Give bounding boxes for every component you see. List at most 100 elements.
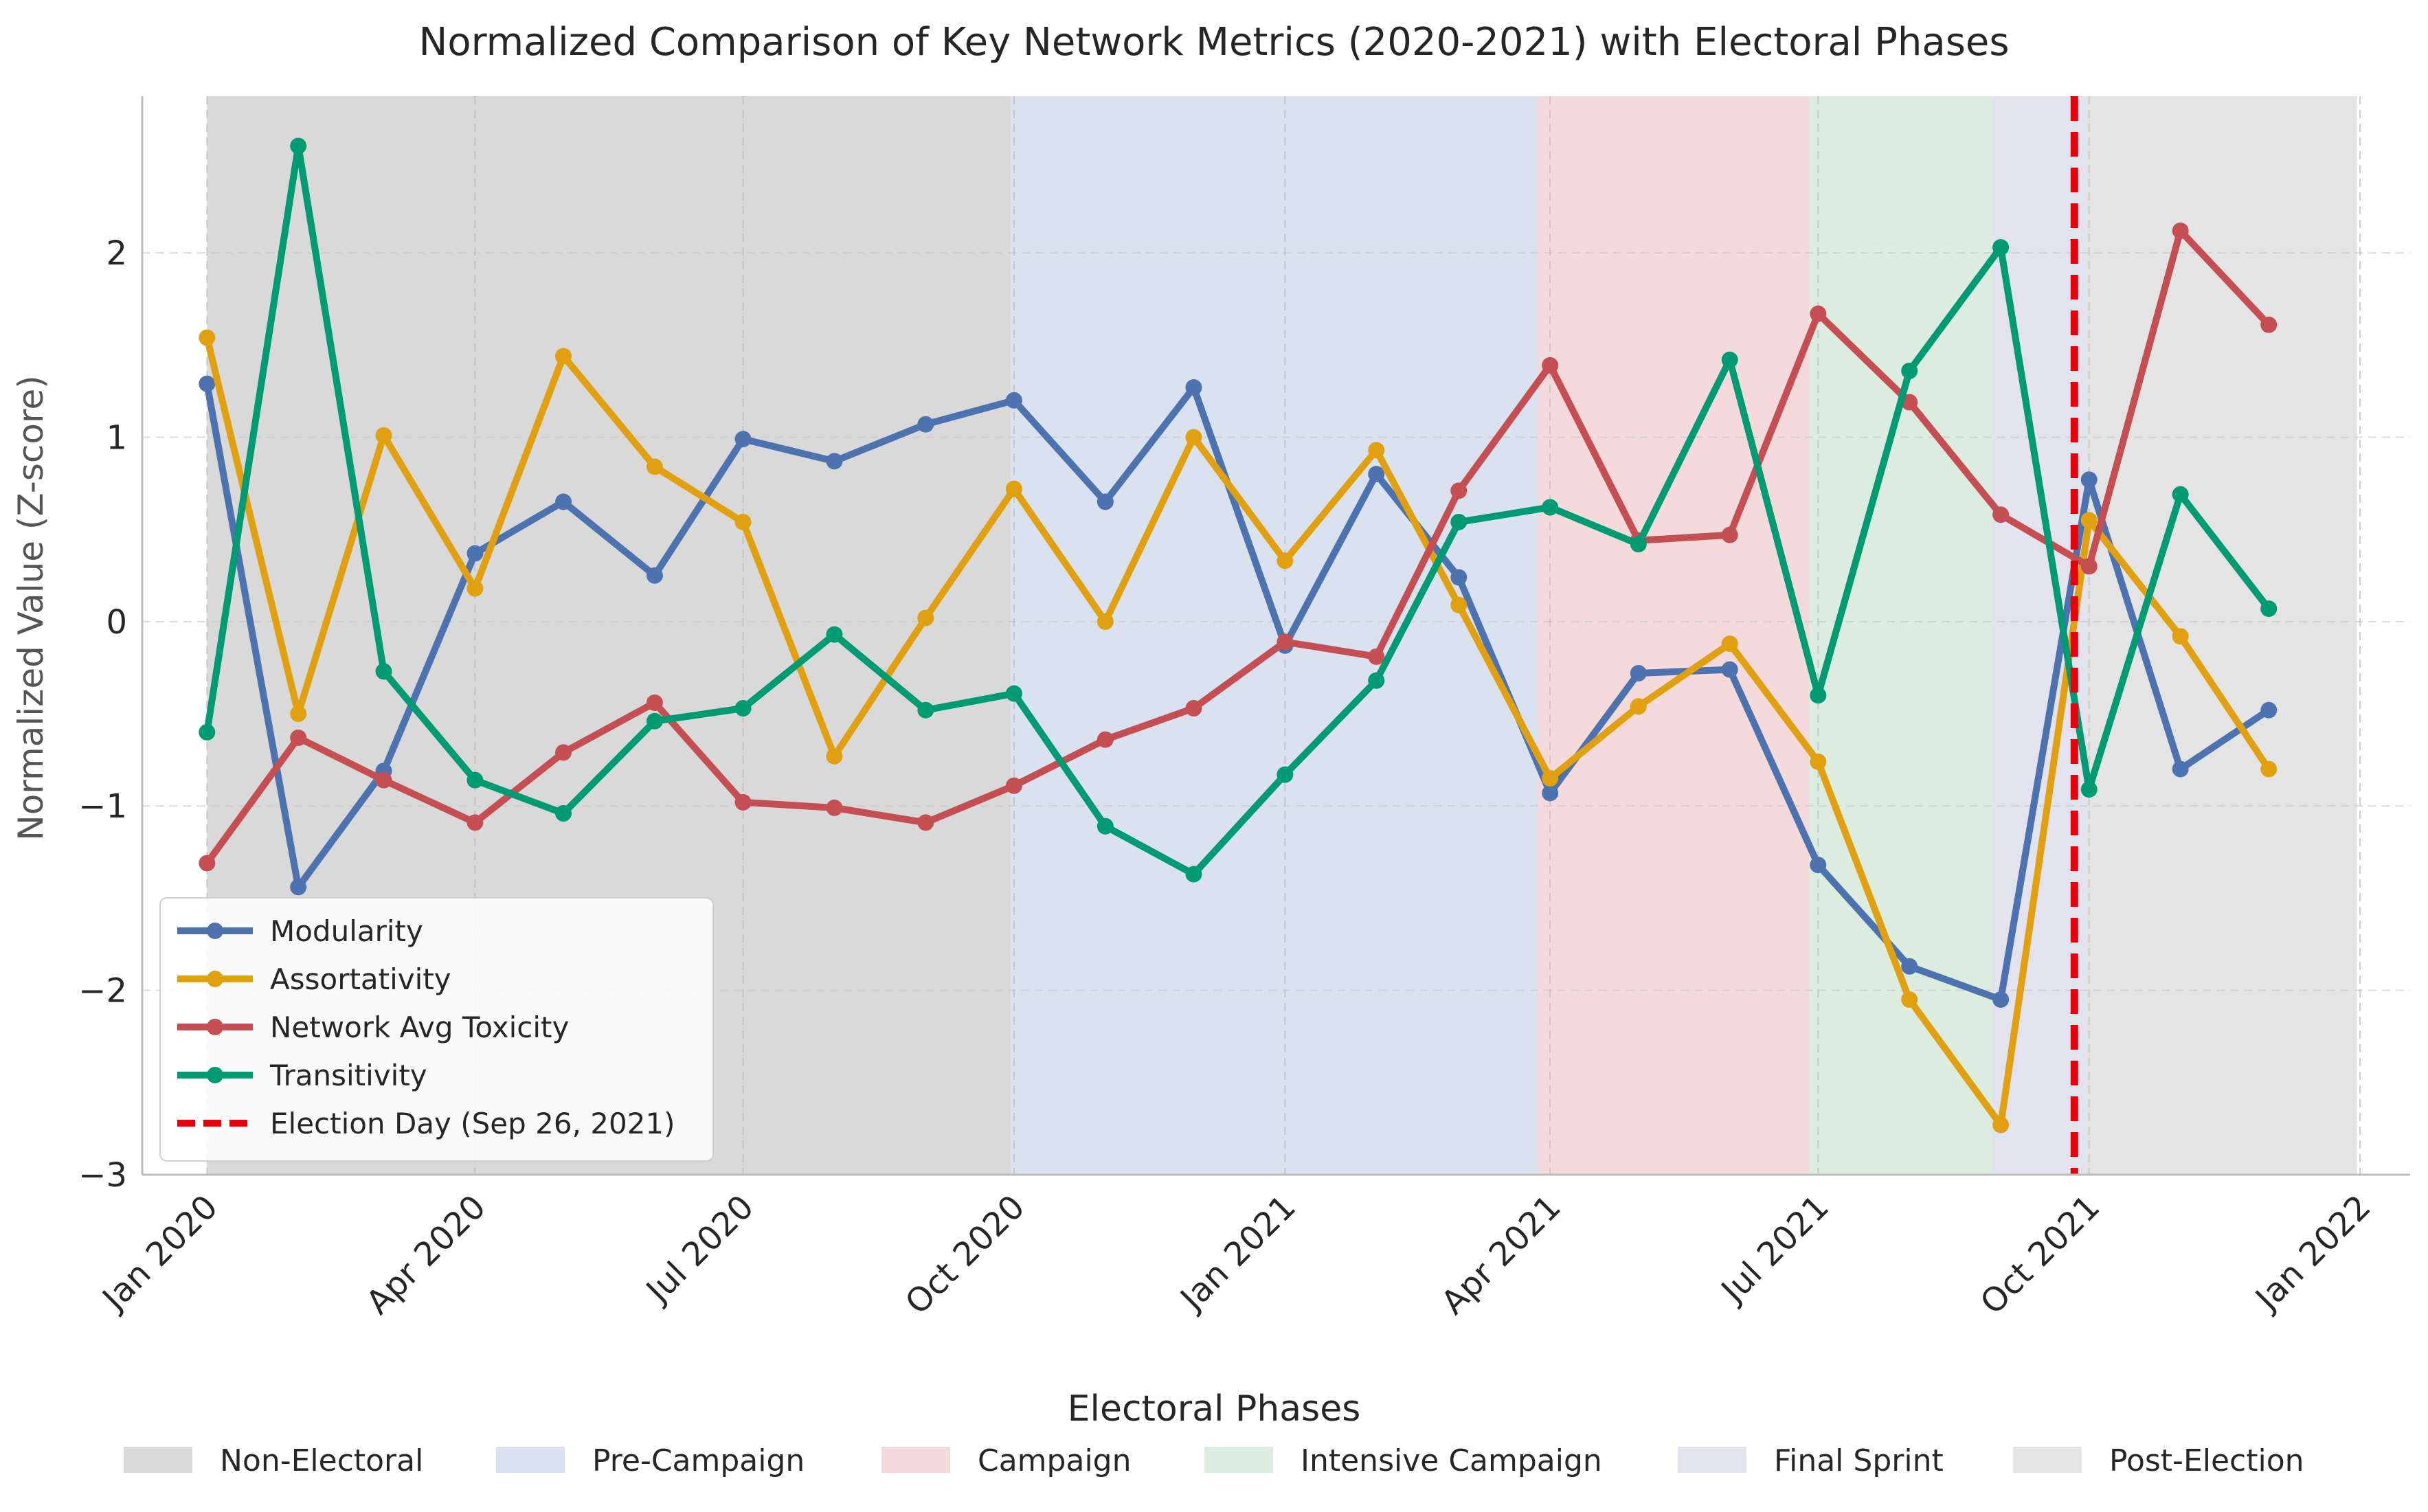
legend-label-1: Assortativity (270, 962, 451, 996)
legend-marker-2 (207, 1019, 223, 1035)
phase-label-0: Non-Electoral (220, 1443, 423, 1478)
series-2-point-21 (2080, 558, 2098, 575)
series-2-point-4 (555, 744, 572, 761)
series-2-point-8 (917, 814, 934, 831)
series-3-point-21 (2080, 781, 2098, 798)
series-1-point-17 (1721, 635, 1738, 653)
x-tick-label-0: Jan 2020 (94, 1188, 225, 1319)
series-0-point-21 (2080, 471, 2098, 488)
series-3-point-10 (1097, 817, 1114, 835)
series-2-point-6 (734, 793, 752, 811)
series-2-point-14 (1450, 482, 1468, 499)
series-1-point-3 (467, 580, 484, 597)
series-3-point-2 (375, 663, 392, 680)
series-3-point-1 (290, 137, 307, 155)
phase-band-1 (1011, 96, 1539, 1175)
series-1-point-6 (734, 513, 752, 530)
series-3-point-15 (1542, 499, 1559, 516)
series-2-point-17 (1721, 526, 1738, 543)
legend-label-2: Network Avg Toxicity (270, 1011, 569, 1044)
x-tick-label-4: Jan 2021 (1172, 1188, 1303, 1319)
y-tick-label-4: 1 (106, 418, 127, 457)
series-2-point-1 (290, 729, 307, 746)
series-0-point-1 (290, 879, 307, 896)
series-1-point-5 (646, 458, 663, 475)
series-0-point-6 (734, 431, 752, 448)
legend: Modularity Assortativity Network Avg Toxic… (159, 897, 714, 1162)
phase-label-2: Campaign (978, 1443, 1131, 1478)
series-0-point-18 (1810, 857, 1827, 874)
series-line-0 (203, 380, 2273, 1004)
phases-legend: Non-Electoral Pre-Campaign Campaign Intensi… (124, 1443, 2304, 1478)
series-3-point-7 (826, 626, 843, 643)
phase-label-4: Final Sprint (1774, 1443, 1944, 1478)
y-tick-label-5: 2 (106, 234, 127, 273)
series-0-point-11 (1185, 379, 1202, 396)
series-1-point-10 (1097, 613, 1114, 630)
series-1 (199, 329, 2278, 1133)
y-tick-label-1: −2 (78, 972, 127, 1011)
series-3-point-18 (1810, 687, 1827, 704)
series-3-point-16 (1630, 536, 1647, 553)
series-2-point-11 (1185, 700, 1202, 717)
phase-band-3 (1809, 96, 1992, 1175)
series-0-point-9 (1005, 392, 1022, 409)
series-0-point-3 (467, 545, 484, 562)
series-3 (199, 137, 2278, 883)
series-2-point-13 (1368, 648, 1385, 665)
series-0-point-4 (555, 493, 572, 510)
series-1-point-11 (1185, 429, 1202, 446)
series-0-point-10 (1097, 493, 1114, 510)
series-1-point-8 (917, 609, 934, 627)
phase-swatch-0 (124, 1447, 192, 1473)
series-3-point-22 (2172, 486, 2189, 503)
y-tick-label-2: −1 (78, 787, 127, 826)
series-2-point-0 (199, 855, 216, 872)
legend-marker-3 (207, 1067, 223, 1083)
phase-label-5: Post-Election (2109, 1443, 2304, 1478)
series-1-point-2 (375, 427, 392, 444)
series-1-point-12 (1277, 552, 1294, 569)
legend-label-0: Modularity (270, 914, 423, 948)
series-1-point-15 (1542, 769, 1559, 787)
series-0-point-23 (2260, 701, 2278, 719)
series-0-point-19 (1901, 958, 1918, 975)
series-3-point-4 (555, 804, 572, 822)
series-3-point-20 (1992, 239, 2010, 256)
series-1-point-19 (1901, 991, 1918, 1008)
x-tick-label-5: Apr 2021 (1434, 1188, 1568, 1322)
series-1-point-20 (1992, 1116, 2010, 1133)
phase-label-3: Intensive Campaign (1301, 1443, 1602, 1478)
legend-marker-1 (207, 971, 223, 987)
legend-label-3: Transitivity (269, 1059, 427, 1092)
series-3-point-9 (1005, 685, 1022, 702)
phase-swatch-5 (2013, 1447, 2082, 1473)
x-tick-label-7: Oct 2021 (1973, 1188, 2107, 1322)
phase-swatch-1 (496, 1447, 565, 1473)
series-2-point-18 (1810, 305, 1827, 322)
series-0-point-7 (826, 453, 843, 470)
series-line-2 (203, 227, 2273, 867)
x-tick-label-8: Jan 2022 (2247, 1188, 2378, 1319)
series-2-point-10 (1097, 731, 1114, 748)
series-3-point-0 (199, 723, 216, 741)
phase-band-2 (1538, 96, 1810, 1175)
series-2-point-3 (467, 814, 484, 831)
series-0-point-20 (1992, 991, 2010, 1008)
series-1-point-7 (826, 747, 843, 765)
phase-label-1: Pre-Campaign (592, 1443, 805, 1478)
series-1-point-0 (199, 329, 216, 346)
series-line-3 (203, 142, 2273, 878)
series-line-1 (203, 334, 2273, 1129)
series-3-point-8 (917, 701, 934, 719)
phase-swatch-4 (1678, 1447, 1746, 1473)
series-0-point-0 (199, 375, 216, 392)
chart-title: Normalized Comparison of Key Network Met… (418, 20, 2009, 65)
y-tick-label-3: 0 (106, 603, 127, 642)
series-3-point-19 (1901, 362, 1918, 379)
series-0-point-22 (2172, 760, 2189, 778)
series-2-point-12 (1277, 633, 1294, 651)
legend-label-4: Election Day (Sep 26, 2021) (270, 1107, 675, 1140)
x-tick-label-2: Jul 2020 (638, 1188, 761, 1311)
